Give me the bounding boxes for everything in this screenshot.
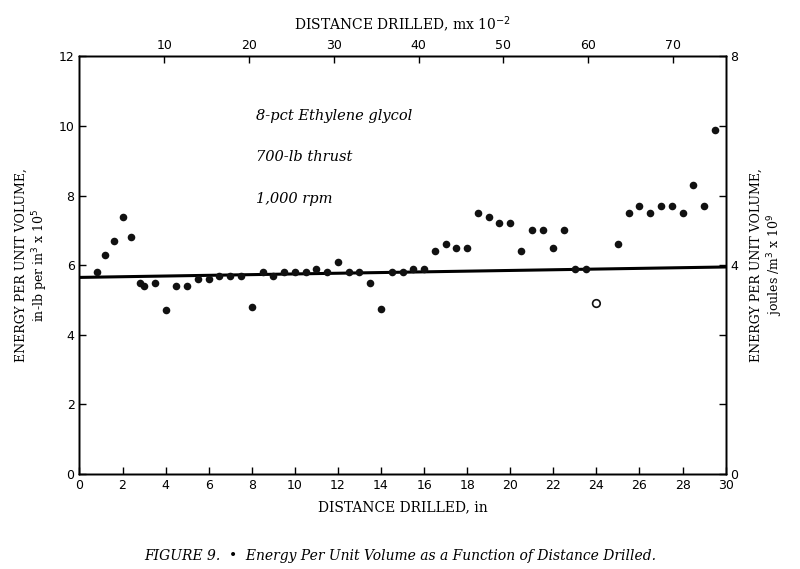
- Point: [439, 240, 452, 249]
- Point: [666, 201, 678, 211]
- Point: [547, 244, 560, 253]
- Point: [289, 267, 302, 277]
- Point: [590, 299, 603, 308]
- Point: [374, 304, 387, 314]
- Point: [676, 208, 689, 217]
- Point: [234, 271, 247, 280]
- Point: [107, 236, 120, 245]
- Point: [321, 267, 334, 277]
- Point: [138, 282, 150, 291]
- Point: [191, 275, 204, 284]
- Text: FIGURE 9.  •  Energy Per Unit Volume as a Function of Distance Drilled.: FIGURE 9. • Energy Per Unit Volume as a …: [144, 549, 656, 563]
- Point: [116, 212, 129, 221]
- Point: [310, 264, 322, 273]
- Y-axis label: ENERGY PER UNIT VOLUME,
in-lb per in$^{3}$ x 10$^{5}$: ENERGY PER UNIT VOLUME, in-lb per in$^{3…: [15, 168, 50, 362]
- Y-axis label: ENERGY PER UNIT VOLUME,
joules /m$^{3}$ x 10$^{9}$: ENERGY PER UNIT VOLUME, joules /m$^{3}$ …: [750, 168, 785, 362]
- Point: [246, 303, 258, 312]
- Point: [450, 244, 462, 253]
- Point: [134, 278, 146, 287]
- Point: [224, 271, 237, 280]
- Point: [687, 181, 700, 190]
- Point: [644, 208, 657, 217]
- Point: [396, 267, 409, 277]
- Point: [698, 201, 710, 211]
- Point: [504, 219, 517, 228]
- Point: [429, 247, 442, 256]
- Point: [461, 244, 474, 253]
- Point: [654, 201, 667, 211]
- Point: [278, 267, 290, 277]
- Point: [149, 278, 162, 287]
- Point: [256, 267, 269, 277]
- Point: [622, 208, 635, 217]
- Point: [364, 278, 377, 287]
- Point: [482, 212, 495, 221]
- Point: [267, 271, 280, 280]
- Point: [514, 247, 527, 256]
- Point: [536, 226, 549, 235]
- Point: [342, 267, 355, 277]
- Point: [170, 282, 182, 291]
- Point: [299, 267, 312, 277]
- Point: [558, 226, 570, 235]
- Point: [493, 219, 506, 228]
- Text: 1,000 rpm: 1,000 rpm: [256, 192, 333, 206]
- Point: [125, 233, 138, 242]
- Point: [569, 264, 582, 273]
- Point: [386, 267, 398, 277]
- Point: [407, 264, 420, 273]
- Text: 8-pct Ethylene glycol: 8-pct Ethylene glycol: [256, 109, 412, 123]
- Point: [181, 282, 194, 291]
- Point: [471, 208, 484, 217]
- Point: [213, 271, 226, 280]
- Point: [418, 264, 430, 273]
- Point: [611, 240, 624, 249]
- Point: [709, 125, 722, 134]
- X-axis label: DISTANCE DRILLED, mx 10$^{-2}$: DISTANCE DRILLED, mx 10$^{-2}$: [294, 15, 511, 35]
- Point: [633, 201, 646, 211]
- Point: [331, 257, 344, 266]
- Point: [159, 306, 172, 315]
- X-axis label: DISTANCE DRILLED, in: DISTANCE DRILLED, in: [318, 500, 487, 514]
- Point: [202, 275, 215, 284]
- Text: 700-lb thrust: 700-lb thrust: [256, 150, 353, 164]
- Point: [526, 226, 538, 235]
- Point: [579, 264, 592, 273]
- Point: [353, 267, 366, 277]
- Point: [99, 250, 112, 259]
- Point: [90, 267, 103, 277]
